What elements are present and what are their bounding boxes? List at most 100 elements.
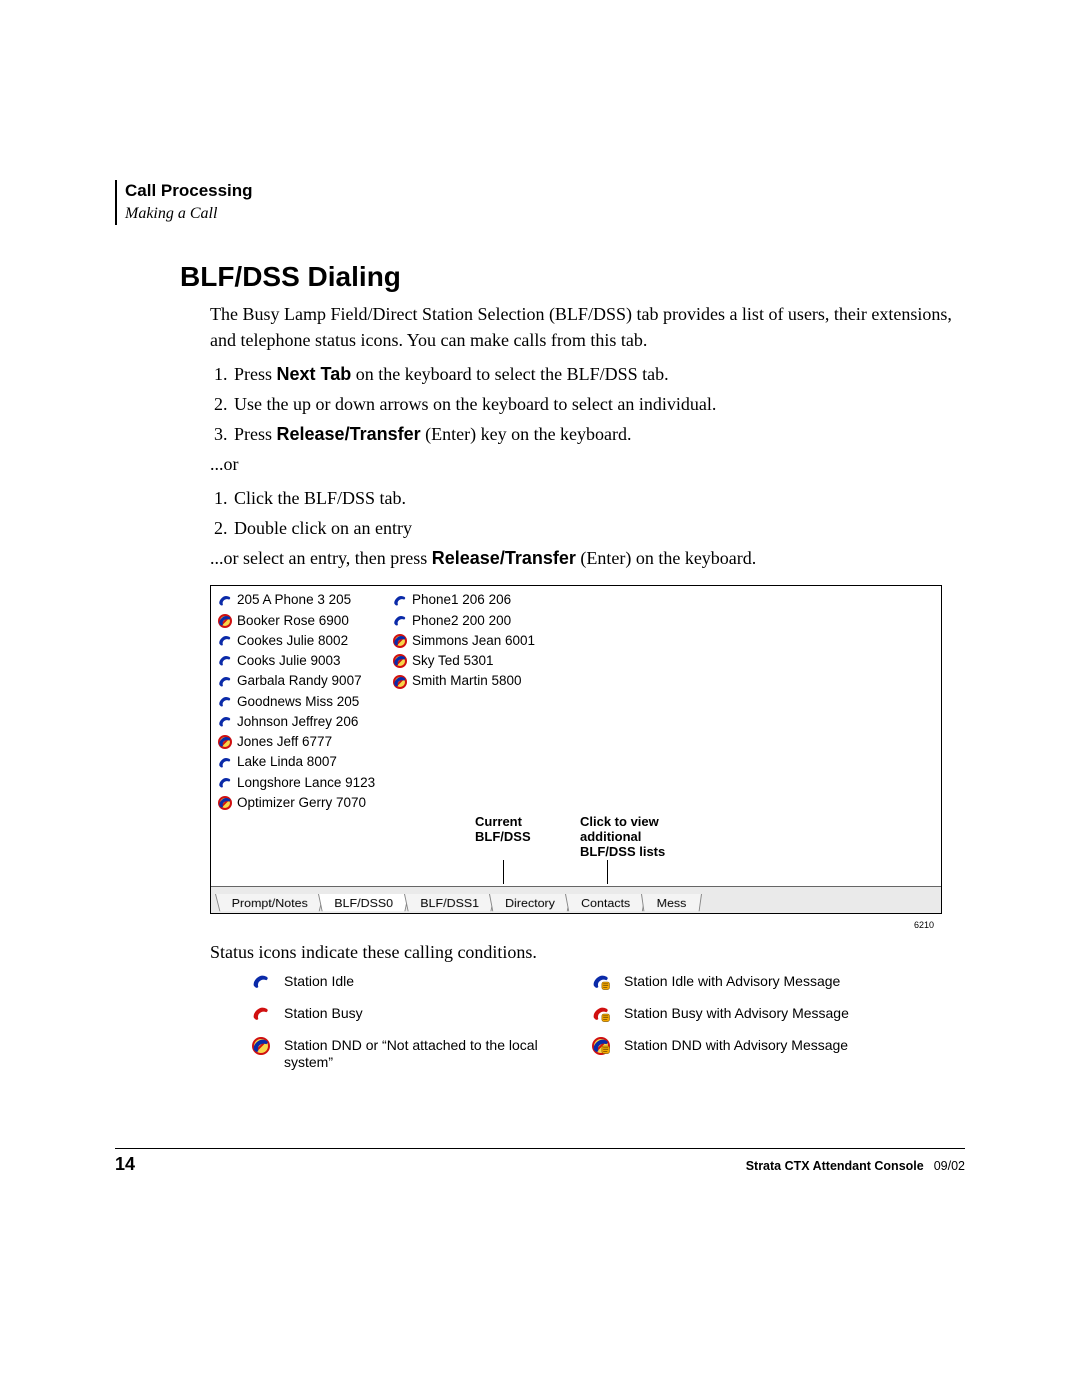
status-dnd-icon — [392, 654, 408, 668]
tab-mess[interactable]: Mess — [641, 894, 702, 911]
step-1: Press Next Tab on the keyboard to select… — [232, 361, 955, 387]
page-number: 14 — [115, 1154, 135, 1175]
status-idle-icon — [217, 654, 233, 668]
status-busy-icon — [250, 1005, 272, 1023]
legend-cell: Station Busy with Advisory Message — [590, 1005, 940, 1023]
legend-cell: Station Idle with Advisory Message — [590, 973, 940, 991]
legend-label: Station Idle — [284, 973, 354, 991]
blf-entry[interactable]: Johnson Jeffrey 206 — [217, 712, 392, 732]
step-3: Press Release/Transfer (Enter) key on th… — [232, 421, 955, 447]
blf-entry[interactable]: Optimizer Gerry 7070 — [217, 793, 392, 813]
legend-label: Station Idle with Advisory Message — [624, 973, 840, 991]
blf-entry-label: Johnson Jeffrey 206 — [237, 712, 358, 732]
status-idle-icon — [250, 973, 272, 991]
blf-entry[interactable]: Longshore Lance 9123 — [217, 773, 392, 793]
status-idle-icon — [392, 614, 408, 628]
blf-entry[interactable]: Sky Ted 5301 — [392, 651, 567, 671]
blf-entry-label: Optimizer Gerry 7070 — [237, 793, 366, 813]
status-idle-icon — [217, 756, 233, 770]
blf-entry[interactable]: Phone1 206 206 — [392, 590, 567, 610]
section-title: BLF/DSS Dialing — [180, 261, 965, 293]
blf-entry[interactable]: Simmons Jean 6001 — [392, 631, 567, 651]
step-m2: Double click on an entry — [232, 515, 955, 541]
status-dnd_adv-icon — [590, 1037, 612, 1055]
tab-blf-dss1[interactable]: BLF/DSS1 — [404, 894, 495, 911]
blf-entry[interactable]: Smith Martin 5800 — [392, 671, 567, 691]
blf-entry-label: Phone1 206 206 — [412, 590, 511, 610]
status-dnd-icon — [392, 634, 408, 648]
blf-entry[interactable]: Cooks Julie 9003 — [217, 651, 392, 671]
blf-entry-label: Longshore Lance 9123 — [237, 773, 375, 793]
or-select-line: ...or select an entry, then press Releas… — [210, 545, 955, 571]
status-legend: Station Idle Station Idle with Advisory … — [250, 973, 950, 1072]
tab-blf-dss0[interactable]: BLF/DSS0 — [318, 894, 409, 911]
status-lead: Status icons indicate these calling cond… — [210, 942, 965, 963]
page-footer: 14 Strata CTX Attendant Console09/02 — [115, 1154, 965, 1175]
status-idle-icon — [217, 634, 233, 648]
legend-row: Station Idle Station Idle with Advisory … — [250, 973, 950, 991]
legend-label: Station DND with Advisory Message — [624, 1037, 848, 1055]
legend-cell: Station DND or “Not attached to the loca… — [250, 1037, 590, 1072]
body-text: The Busy Lamp Field/Direct Station Selec… — [210, 301, 955, 572]
blf-entry[interactable]: Jones Jeff 6777 — [217, 732, 392, 752]
blf-list: 205 A Phone 3 205Booker Rose 6900Cookes … — [211, 586, 941, 813]
blf-entry-label: Booker Rose 6900 — [237, 611, 349, 631]
blf-entry-label: Goodnews Miss 205 — [237, 692, 359, 712]
status-idle-icon — [217, 594, 233, 608]
keyword-release-transfer: Release/Transfer — [277, 424, 421, 444]
blf-entry[interactable]: Cookes Julie 8002 — [217, 631, 392, 651]
header-subsection: Making a Call — [125, 203, 965, 225]
callout-click: Click to view additional BLF/DSS lists — [580, 815, 750, 860]
blf-entry-label: Phone2 200 200 — [412, 611, 511, 631]
keyword-next-tab: Next Tab — [277, 364, 352, 384]
footer-rule — [115, 1148, 965, 1149]
tab-prompt-notes[interactable]: Prompt/Notes — [215, 894, 324, 911]
blf-entry[interactable]: Garbala Randy 9007 — [217, 671, 392, 691]
blf-entry-label: Smith Martin 5800 — [412, 671, 522, 691]
header-section: Call Processing — [125, 180, 965, 203]
blf-entry[interactable]: 205 A Phone 3 205 — [217, 590, 392, 610]
step-m1: Click the BLF/DSS tab. — [232, 485, 955, 511]
legend-label: Station Busy — [284, 1005, 363, 1023]
status-idle-icon — [217, 675, 233, 689]
figure-number: 6210 — [914, 920, 934, 930]
callout-lines — [211, 860, 941, 886]
steps-mouse: Click the BLF/DSS tab. Double click on a… — [210, 485, 955, 541]
blf-entry[interactable]: Booker Rose 6900 — [217, 611, 392, 631]
step-2: Use the up or down arrows on the keyboar… — [232, 391, 955, 417]
blf-column-1: 205 A Phone 3 205Booker Rose 6900Cookes … — [217, 590, 392, 813]
blf-entry[interactable]: Goodnews Miss 205 — [217, 692, 392, 712]
status-busy_adv-icon — [590, 1005, 612, 1023]
or-line: ...or — [210, 451, 955, 477]
blf-column-2: Phone1 206 206Phone2 200 200Simmons Jean… — [392, 590, 567, 813]
status-idle-icon — [392, 594, 408, 608]
blf-entry-label: Cooks Julie 9003 — [237, 651, 341, 671]
blf-dss-screenshot: 205 A Phone 3 205Booker Rose 6900Cookes … — [210, 585, 942, 914]
tab-contacts[interactable]: Contacts — [565, 894, 646, 911]
status-dnd-icon — [217, 796, 233, 810]
status-dnd-icon — [250, 1037, 272, 1055]
footer-doc-title: Strata CTX Attendant Console09/02 — [746, 1159, 965, 1173]
tab-strip: Prompt/NotesBLF/DSS0BLF/DSS1DirectoryCon… — [211, 886, 941, 913]
blf-entry-label: Sky Ted 5301 — [412, 651, 494, 671]
blf-entry-label: Jones Jeff 6777 — [237, 732, 332, 752]
steps-keyboard: Press Next Tab on the keyboard to select… — [210, 361, 955, 447]
tab-directory[interactable]: Directory — [489, 894, 571, 911]
legend-cell: Station Idle — [250, 973, 590, 991]
legend-label: Station Busy with Advisory Message — [624, 1005, 849, 1023]
legend-row: Station Busy Station Busy with Advisory … — [250, 1005, 950, 1023]
status-idle-icon — [217, 715, 233, 729]
status-dnd-icon — [217, 735, 233, 749]
blf-entry[interactable]: Phone2 200 200 — [392, 611, 567, 631]
blf-entry[interactable]: Lake Linda 8007 — [217, 752, 392, 772]
legend-label: Station DND or “Not attached to the loca… — [284, 1037, 590, 1072]
document-page: Call Processing Making a Call BLF/DSS Di… — [0, 0, 1080, 1397]
blf-entry-label: Cookes Julie 8002 — [237, 631, 348, 651]
callout-current: Current BLF/DSS — [475, 815, 580, 860]
status-dnd-icon — [217, 614, 233, 628]
status-idle_adv-icon — [590, 973, 612, 991]
running-header: Call Processing Making a Call — [115, 180, 965, 225]
status-dnd-icon — [392, 675, 408, 689]
keyword-release-transfer-2: Release/Transfer — [432, 548, 576, 568]
status-idle-icon — [217, 776, 233, 790]
